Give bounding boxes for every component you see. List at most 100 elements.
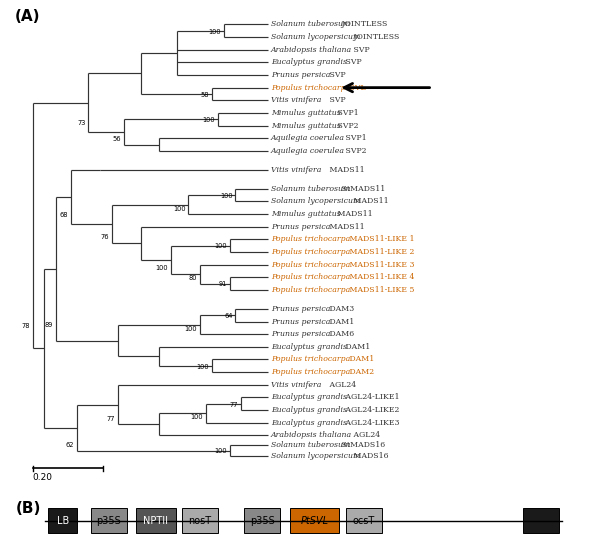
- Text: Eucalyptus grandis: Eucalyptus grandis: [271, 393, 347, 401]
- Bar: [290, 508, 339, 534]
- Text: DAM1: DAM1: [347, 355, 374, 363]
- Text: Populus trichocarpa: Populus trichocarpa: [271, 236, 350, 243]
- Text: Vitis vinifera: Vitis vinifera: [271, 381, 321, 389]
- Text: Mimulus guttatus: Mimulus guttatus: [271, 109, 340, 117]
- Text: DAM6: DAM6: [326, 330, 354, 338]
- Text: Arabidopsis thaliana: Arabidopsis thaliana: [271, 46, 352, 54]
- Text: 100: 100: [220, 193, 233, 199]
- Text: MADS11-LIKE 4: MADS11-LIKE 4: [347, 273, 414, 281]
- Text: 0.20: 0.20: [32, 473, 53, 483]
- Text: nosT: nosT: [188, 516, 212, 526]
- Text: MADS11-LIKE 1: MADS11-LIKE 1: [347, 236, 414, 243]
- Text: SVP: SVP: [350, 46, 370, 54]
- Text: 100: 100: [190, 414, 203, 420]
- Text: (B): (B): [15, 500, 41, 516]
- Text: 64: 64: [224, 313, 233, 319]
- Text: Vitis vinifera: Vitis vinifera: [271, 166, 321, 174]
- Text: Prunus persica: Prunus persica: [271, 71, 330, 79]
- Text: SVP2: SVP2: [335, 121, 358, 129]
- Bar: [136, 508, 176, 534]
- Text: Populus trichocarpa: Populus trichocarpa: [271, 355, 350, 363]
- Text: DAM3: DAM3: [326, 305, 354, 313]
- Text: 100: 100: [185, 326, 197, 332]
- Text: 58: 58: [200, 92, 209, 98]
- Text: AGL24: AGL24: [326, 381, 356, 389]
- Text: SVP1: SVP1: [335, 109, 358, 117]
- Text: Aquilegia coerulea: Aquilegia coerulea: [271, 147, 345, 155]
- Text: 77: 77: [106, 416, 115, 422]
- Text: 78: 78: [21, 323, 29, 329]
- Bar: [182, 508, 218, 534]
- Text: DAM1: DAM1: [343, 343, 370, 351]
- Text: 100: 100: [202, 117, 215, 123]
- Text: MADS11: MADS11: [350, 197, 388, 206]
- Text: 80: 80: [189, 275, 197, 281]
- Text: MADS11: MADS11: [326, 166, 364, 174]
- Text: LB: LB: [56, 516, 69, 526]
- Text: Prunus persica: Prunus persica: [271, 222, 330, 231]
- Text: SVP: SVP: [343, 58, 361, 66]
- Text: 56: 56: [112, 136, 121, 142]
- Text: AGL24: AGL24: [350, 431, 380, 440]
- Text: 100: 100: [208, 28, 221, 34]
- Text: Populus trichocarpa: Populus trichocarpa: [271, 286, 350, 294]
- Text: Solanum tuberosum: Solanum tuberosum: [271, 185, 350, 193]
- Text: 73: 73: [77, 120, 86, 126]
- Text: SVP: SVP: [326, 71, 346, 79]
- Text: 100: 100: [214, 244, 227, 250]
- Bar: [91, 508, 127, 534]
- Text: AGL24-LIKE2: AGL24-LIKE2: [343, 406, 399, 414]
- Text: Prunus persica: Prunus persica: [271, 330, 330, 338]
- Text: DAM1: DAM1: [326, 318, 354, 325]
- Text: 100: 100: [214, 448, 227, 454]
- Text: p35S: p35S: [250, 516, 275, 526]
- Text: Eucalyptus grandis: Eucalyptus grandis: [271, 406, 347, 414]
- Text: ocsT: ocsT: [353, 516, 375, 526]
- Text: Eucalyptus grandis: Eucalyptus grandis: [271, 419, 347, 426]
- Text: Populus trichocarpa: Populus trichocarpa: [271, 261, 350, 269]
- Text: Populus trichocarpa: Populus trichocarpa: [271, 84, 350, 91]
- Text: Mimulus guttatus: Mimulus guttatus: [271, 210, 340, 218]
- Text: Eucalyptus grandis: Eucalyptus grandis: [271, 58, 347, 66]
- Bar: [48, 508, 77, 534]
- Text: Prunus persica: Prunus persica: [271, 318, 330, 325]
- Text: Prunus persica: Prunus persica: [271, 305, 330, 313]
- Text: SVP2: SVP2: [343, 147, 366, 155]
- Text: AGL24-LIKE3: AGL24-LIKE3: [343, 419, 399, 426]
- Text: Arabidopsis thaliana: Arabidopsis thaliana: [271, 431, 352, 440]
- Text: StMADS16: StMADS16: [338, 442, 385, 449]
- Text: Solanum tuberosum: Solanum tuberosum: [271, 21, 350, 28]
- Text: Populus trichocarpa: Populus trichocarpa: [271, 368, 350, 376]
- Text: 62: 62: [65, 442, 74, 448]
- Text: JOINTLESS: JOINTLESS: [350, 33, 399, 41]
- Text: MADS11-LIKE 3: MADS11-LIKE 3: [347, 261, 414, 269]
- Text: StMADS11: StMADS11: [338, 185, 385, 193]
- Text: MADS16: MADS16: [350, 452, 388, 460]
- Text: PtSVL: PtSVL: [301, 516, 329, 526]
- Text: MADS11-LIKE 2: MADS11-LIKE 2: [347, 248, 414, 256]
- Text: Aquilegia coerulea: Aquilegia coerulea: [271, 134, 345, 142]
- Text: MADS11: MADS11: [335, 210, 373, 218]
- Text: Mimulus guttatus: Mimulus guttatus: [271, 121, 340, 129]
- Text: 89: 89: [45, 322, 53, 328]
- Text: MADS11-LIKE 5: MADS11-LIKE 5: [347, 286, 414, 294]
- Text: Vitis vinifera: Vitis vinifera: [271, 96, 321, 104]
- Bar: [244, 508, 280, 534]
- Text: 68: 68: [59, 212, 68, 218]
- Text: Solanum lycopersicum: Solanum lycopersicum: [271, 197, 360, 206]
- Text: DAM2: DAM2: [347, 368, 374, 376]
- Text: Solanum lycopersicum: Solanum lycopersicum: [271, 33, 360, 41]
- Text: NPTII: NPTII: [143, 516, 169, 526]
- Text: Populus trichocarpa: Populus trichocarpa: [271, 273, 350, 281]
- Text: Solanum lycopersicum: Solanum lycopersicum: [271, 452, 360, 460]
- Text: 91: 91: [218, 281, 227, 287]
- Text: p35S: p35S: [96, 516, 121, 526]
- Text: 100: 100: [173, 206, 185, 212]
- Text: AGL24-LIKE1: AGL24-LIKE1: [343, 393, 399, 401]
- Bar: [346, 508, 382, 534]
- Bar: [523, 508, 559, 534]
- Text: Populus trichocarpa: Populus trichocarpa: [271, 248, 350, 256]
- Text: Eucalyptus grandis: Eucalyptus grandis: [271, 343, 347, 351]
- Text: 100: 100: [155, 265, 168, 271]
- Text: SVL: SVL: [347, 84, 365, 91]
